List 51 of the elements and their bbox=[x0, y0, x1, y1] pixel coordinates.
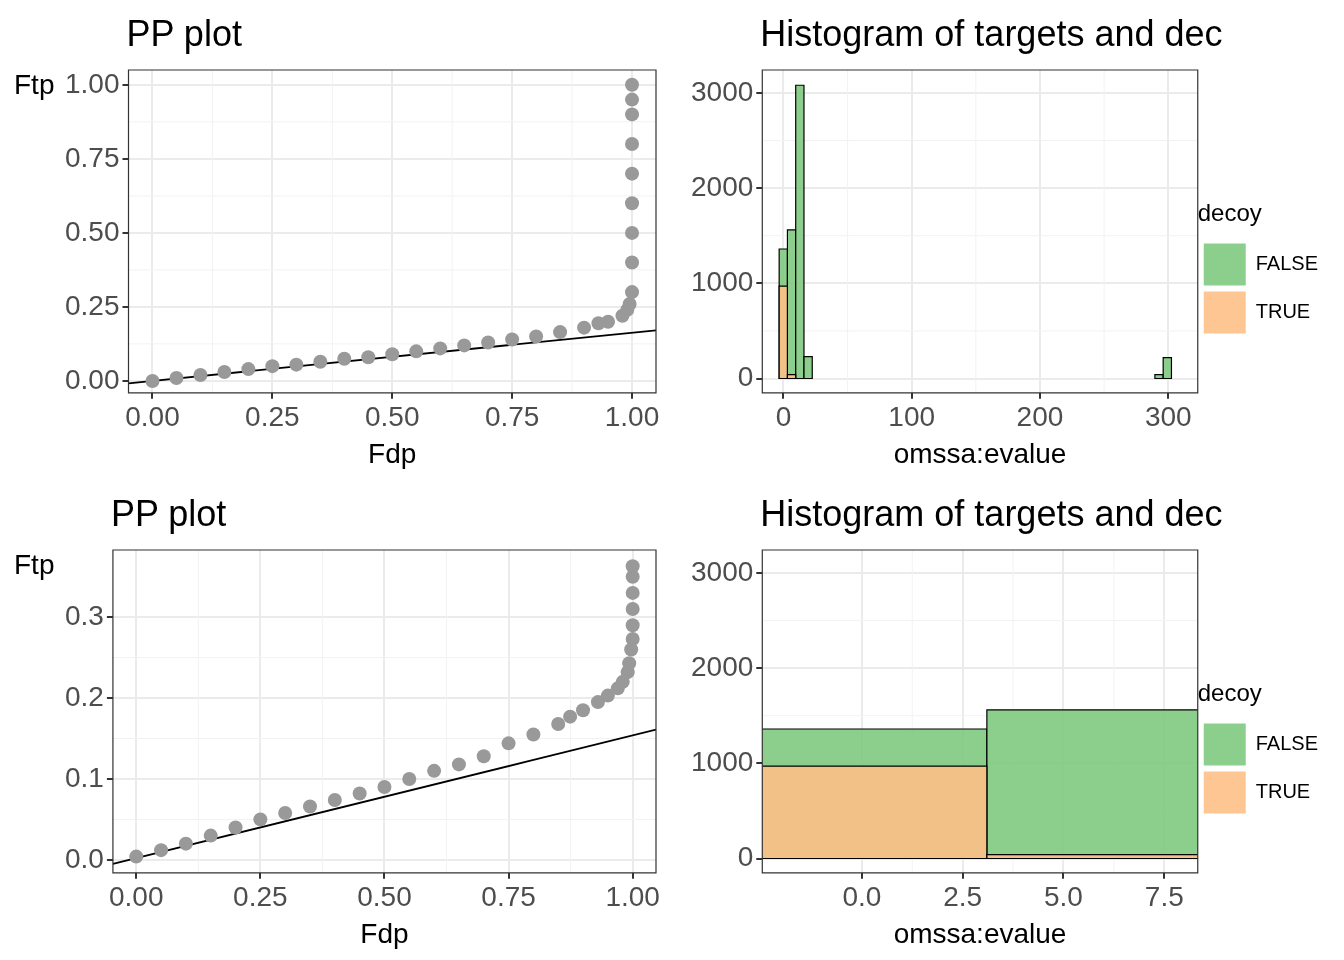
x-tick-label: 0.00 bbox=[109, 881, 164, 913]
legend-label: TRUE bbox=[1255, 299, 1311, 322]
chart-title: PP plot bbox=[126, 13, 242, 54]
y-tick-label: 0 bbox=[737, 841, 754, 873]
chart-title: Histogram of targets and dec bbox=[760, 13, 1223, 54]
y-tick-label: 2000 bbox=[690, 170, 754, 202]
legend-label: TRUE bbox=[1255, 779, 1311, 802]
x-tick-label: 0.75 bbox=[484, 401, 540, 433]
x-tick-label: 1.00 bbox=[604, 401, 660, 433]
legend-label: FALSE bbox=[1255, 251, 1319, 274]
legend-title: decoy bbox=[1197, 199, 1262, 227]
x-tick-label: 0 bbox=[775, 401, 792, 433]
chart-title: PP plot bbox=[110, 493, 227, 534]
y-tick-label: 0.1 bbox=[64, 761, 104, 793]
y-tick-label: 1.00 bbox=[65, 67, 120, 99]
y-axis-title: Ftp bbox=[14, 549, 55, 580]
x-tick-label: 7.5 bbox=[1144, 881, 1184, 913]
y-axis-title: Ftp bbox=[14, 69, 55, 100]
y-tick-label: 1000 bbox=[690, 746, 754, 778]
x-tick-label: 0.50 bbox=[357, 881, 412, 913]
x-tick-label: 0.25 bbox=[245, 401, 300, 433]
x-tick-label: 2.5 bbox=[943, 881, 983, 913]
x-tick-label: 100 bbox=[888, 401, 936, 433]
y-tick-label: 0.25 bbox=[65, 289, 120, 321]
x-tick-label: 300 bbox=[1144, 401, 1192, 433]
x-axis-title: Fdp bbox=[368, 437, 417, 469]
x-tick-label: 0.50 bbox=[365, 401, 420, 433]
y-tick-label: 2000 bbox=[690, 650, 754, 682]
x-tick-label: 200 bbox=[1016, 401, 1064, 433]
y-tick-label: 3000 bbox=[690, 555, 754, 587]
x-axis-title: omssa:evalue bbox=[893, 917, 1067, 949]
y-tick-label: 0.3 bbox=[64, 599, 104, 631]
y-tick-label: 0.0 bbox=[64, 842, 104, 874]
y-tick-label: 0 bbox=[737, 361, 754, 393]
x-tick-label: 0.75 bbox=[481, 881, 536, 913]
x-axis-title: Fdp bbox=[360, 917, 409, 949]
x-tick-label: 5.0 bbox=[1044, 881, 1083, 913]
y-tick-label: 0.2 bbox=[64, 680, 104, 712]
x-tick-label: 0.25 bbox=[233, 881, 288, 913]
x-tick-label: 0.00 bbox=[125, 401, 180, 433]
y-tick-label: 1000 bbox=[690, 266, 754, 298]
legend-label: FALSE bbox=[1255, 731, 1319, 754]
x-tick-label: 1.00 bbox=[605, 881, 660, 913]
chart-title: Histogram of targets and dec bbox=[760, 493, 1223, 534]
y-tick-label: 0.50 bbox=[65, 215, 120, 247]
legend-title: decoy bbox=[1197, 679, 1262, 707]
y-tick-label: 0.75 bbox=[65, 141, 120, 173]
x-tick-label: 0.0 bbox=[842, 881, 882, 913]
y-tick-label: 0.00 bbox=[65, 363, 120, 395]
y-tick-label: 3000 bbox=[690, 75, 754, 107]
x-axis-title: omssa:evalue bbox=[893, 437, 1067, 469]
